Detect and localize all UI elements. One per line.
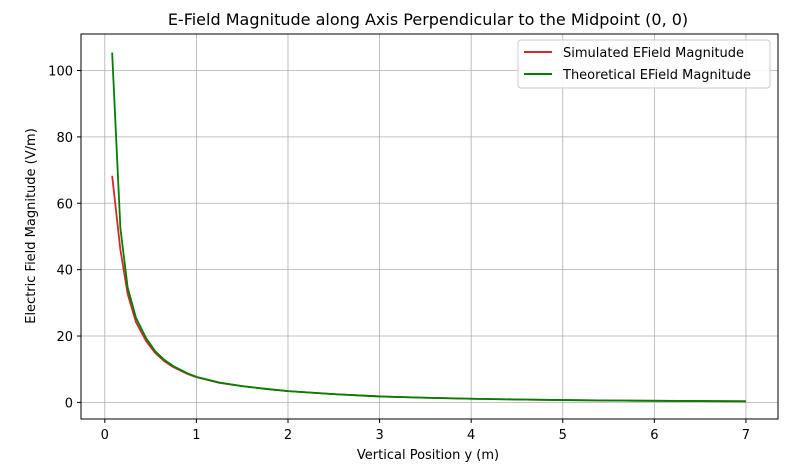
x-tick-label: 2 [284,428,292,443]
y-tick-label: 20 [56,330,73,345]
legend-label-simulated: Simulated EField Magnitude [563,46,744,61]
y-tick-label: 60 [56,197,73,212]
y-axis-ticks: 0 20 40 60 80 100 [48,65,81,411]
y-axis-label: Electric Field Magnitude (V/m) [24,128,39,324]
x-tick-label: 0 [101,428,109,443]
x-axis-ticks: 0 1 2 3 4 5 6 7 [101,419,750,443]
grid [81,34,778,419]
x-tick-label: 1 [192,428,200,443]
x-tick-label: 4 [467,428,475,443]
x-tick-label: 3 [375,428,383,443]
x-axis-label: Vertical Position y (m) [357,448,499,463]
x-tick-label: 7 [742,428,750,443]
plot-frame [80,33,779,420]
x-tick-label: 6 [650,428,658,443]
y-tick-label: 80 [56,131,73,146]
series-line-theoretical [111,52,746,403]
legend-label-theoretical: Theoretical EField Magnitude [562,68,751,83]
x-tick-label: 5 [559,428,567,443]
legend: Simulated EField Magnitude Theoretical E… [517,39,771,89]
y-tick-label: 0 [65,396,73,411]
y-tick-label: 100 [48,65,73,80]
chart-title: E-Field Magnitude along Axis Perpendicul… [168,10,688,29]
series-layer [111,52,746,403]
legend-box [517,39,771,89]
y-tick-label: 40 [56,264,73,279]
